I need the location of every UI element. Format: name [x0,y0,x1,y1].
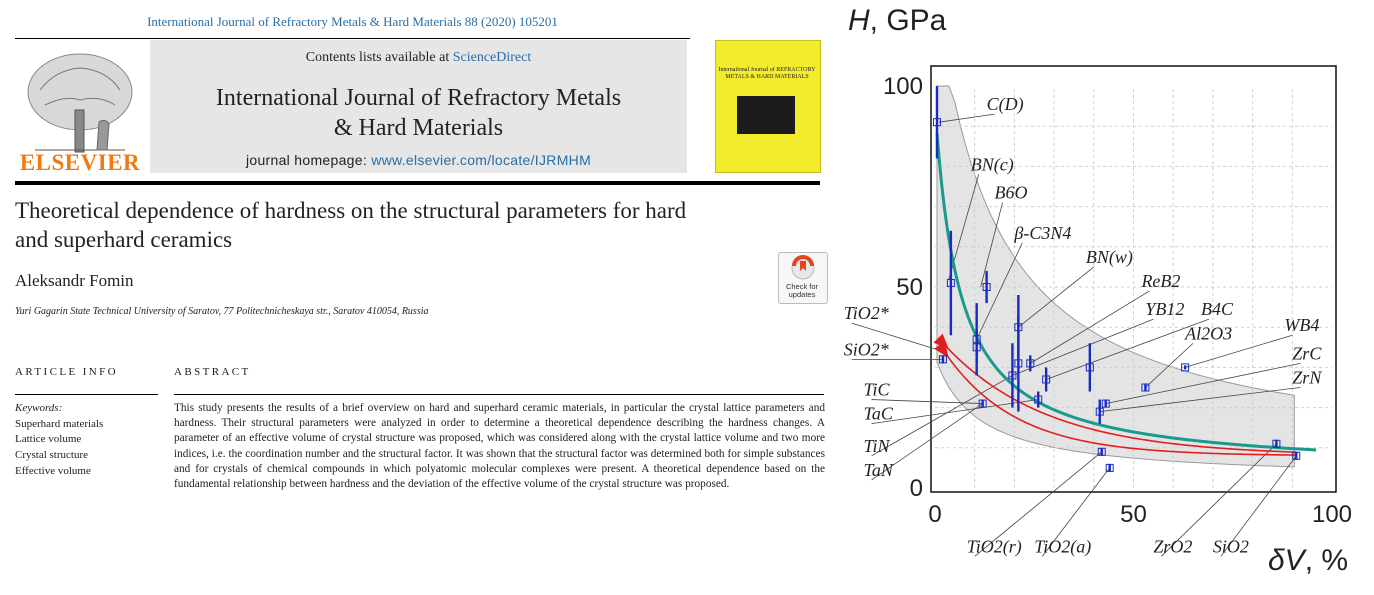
keyword-item[interactable]: Crystal structure [15,449,88,461]
x-axis-symbol: δV [1268,544,1308,577]
article-title: Theoretical dependence of hardness on th… [15,196,835,254]
keywords-label: Keywords: [15,402,62,414]
article-title-line2: and superhard ceramics [15,225,835,254]
contents-line: Contents lists available at ScienceDirec… [150,50,687,66]
material-label: ReB2 [1140,271,1180,291]
material-label: SiO2* [844,339,889,359]
y-axis-title: H, GPa [848,4,947,37]
homepage-prefix: journal homepage: [246,152,371,168]
material-label: TiC [864,380,891,400]
material-label: ZrO2 [1153,536,1192,556]
keyword-item[interactable]: Lattice volume [15,433,81,445]
elsevier-wordmark: ELSEVIER [15,150,145,176]
material-label: ZrN [1292,367,1322,387]
material-label: TiO2* [844,303,889,323]
material-label: BN(w) [1086,247,1133,268]
x-axis-unit: , % [1305,544,1348,577]
article-info-heading: ARTICLE INFO [15,366,118,378]
chart-svg: 0 50 100 0 50 100 C(D) BN(c) B6O β-C3N4 BN(w) ReB2… [830,0,1374,590]
material-label: ZrC [1292,343,1322,363]
abstract-heading: ABSTRACT [174,366,251,378]
journal-reference[interactable]: International Journal of Refractory Meta… [15,14,690,30]
material-label: TaC [864,404,894,424]
material-label: WB4 [1284,315,1319,335]
x-tick-label: 100 [1312,501,1352,528]
sciencedirect-link[interactable]: ScienceDirect [453,50,532,65]
x-tick-label: 0 [928,501,941,528]
material-label: TiO2(a) [1034,536,1091,557]
homepage-line: journal homepage: www.elsevier.com/locat… [150,152,687,168]
y-tick-label: 100 [883,73,923,100]
journal-title-line1: International Journal of Refractory Meta… [150,85,687,112]
material-label: TiO2(r) [967,536,1022,557]
y-axis-unit: , GPa [870,4,947,37]
material-label: Al2O3 [1184,323,1232,343]
check-updates-label: Check for updates [778,283,826,299]
article-title-line1: Theoretical dependence of hardness on th… [15,196,835,225]
material-label: B6O [995,183,1028,203]
journal-title-line2: & Hard Materials [150,115,687,142]
material-label: TaN [864,460,894,480]
cover-title: International Journal of REFRACTORY META… [718,67,816,81]
check-updates-line2: updates [778,291,826,299]
y-axis-symbol: H [848,4,870,37]
abstract-divider [174,394,824,395]
hardness-chart: 0 50 100 0 50 100 C(D) BN(c) B6O β-C3N4 BN(w) ReB2… [830,0,1374,590]
abstract-text: This study presents the results of a bri… [174,401,825,492]
material-label: YB12 [1145,299,1184,319]
material-label: β-C3N4 [1013,223,1071,243]
contents-prefix: Contents lists available at [306,50,453,65]
material-label: B4C [1201,299,1234,319]
y-tick-label: 50 [896,274,923,301]
x-axis-title: δV, % [1268,544,1348,577]
y-tick-label: 0 [910,475,923,502]
material-label: TiN [864,436,891,456]
homepage-link[interactable]: www.elsevier.com/locate/IJRMHM [371,152,591,168]
thick-divider [15,181,820,185]
material-label: BN(c) [971,154,1014,175]
keyword-item[interactable]: Effective volume [15,465,91,477]
author-name[interactable]: Aleksandr Fomin [15,271,134,291]
cover-image [737,96,795,134]
article-info-divider [15,394,158,395]
header-divider [15,38,690,39]
material-label: SiO2 [1213,536,1249,556]
x-tick-label: 50 [1120,501,1147,528]
material-label: C(D) [987,94,1024,115]
keyword-item[interactable]: Superhard materials [15,418,103,430]
affiliation: Yuri Gagarin State Technical University … [15,306,429,317]
